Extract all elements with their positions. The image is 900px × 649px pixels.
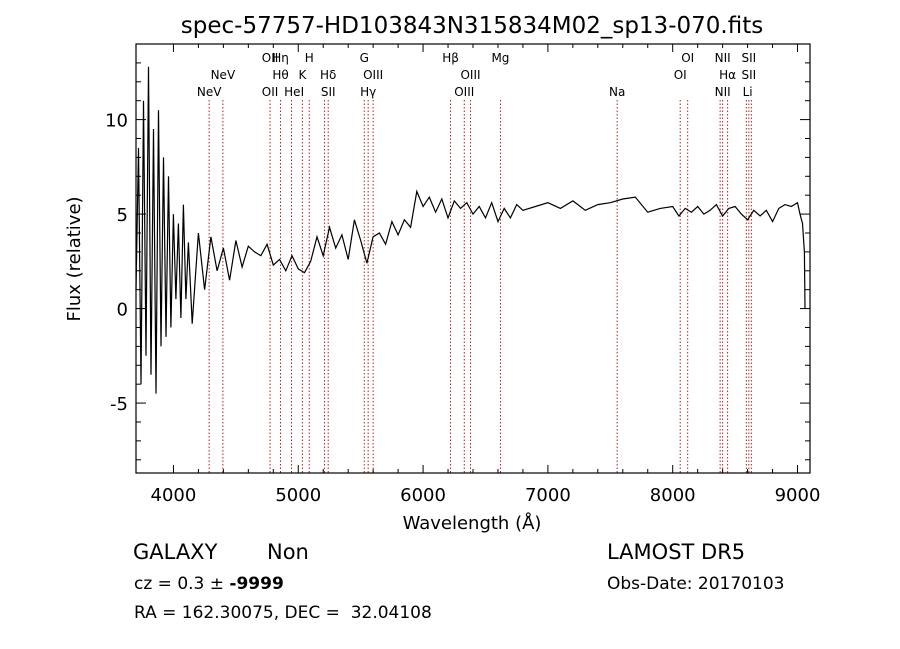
y-tick-label: 5 [117,205,128,226]
marker-label: OIII [363,68,383,82]
survey-label: LAMOST DR5 [607,540,746,564]
marker-label: G [360,51,369,65]
y-tick-label: 0 [117,300,128,321]
marker-label: SII [741,51,756,65]
x-axis-label: Wavelength (Å) [403,512,542,534]
coordinates: RA = 162.30075, DEC = 32.04108 [134,603,432,623]
object-class: GALAXY [133,540,218,564]
marker-label: Hδ [320,68,336,82]
marker-label: Mg [491,51,509,65]
marker-label: OI [681,51,694,65]
plot-frame [135,43,811,474]
marker-label: SII [741,68,756,82]
y-axis-ticks: -5 0 5 10 [105,62,810,461]
observation-date: Obs-Date: 20170103 [607,574,785,594]
marker-label: NII [715,51,731,65]
object-subclass: Non [267,540,309,564]
marker-label: NeV [211,68,236,82]
x-axis-ticks: 4000 5000 6000 7000 8000 9000 [151,44,821,506]
marker-label: OII [262,85,279,99]
redshift-value: cz = 0.3 ± [134,574,230,594]
y-axis-label: Flux (relative) [64,196,85,321]
x-tick-label: 9000 [775,485,821,506]
marker-label: Li [743,85,753,99]
x-tick-label: 4000 [151,485,197,506]
marker-label: SII [321,85,336,99]
marker-label: Hη [272,51,289,65]
marker-label: K [298,68,307,82]
marker-label: HeI [284,85,304,99]
redshift-line: cz = 0.3 ± -9999 [134,574,284,594]
emission-line-markers [208,100,752,473]
marker-label: OI [674,68,687,82]
y-tick-label: -5 [110,394,128,415]
x-tick-label: 7000 [525,485,571,506]
emission-line-labels: NeVNeVOIIOIIHηHθHeIKHHδSIIGOIIIHγHβOIIIO… [197,51,756,99]
marker-label: OII [262,51,279,65]
marker-label: H [305,51,314,65]
y-tick-label: 10 [105,111,128,132]
redshift-error: -9999 [229,574,284,594]
x-tick-label: 5000 [275,485,321,506]
marker-label: NII [715,85,731,99]
marker-label: Hθ [272,68,288,82]
x-tick-label: 8000 [650,485,696,506]
x-tick-label: 6000 [400,485,446,506]
marker-label: Na [609,85,625,99]
marker-label: Hβ [442,51,459,65]
marker-label: Hα [719,68,736,82]
marker-label: NeV [197,85,222,99]
spectrum-line [135,66,806,394]
marker-label: OIII [460,68,480,82]
marker-label: OIII [454,85,474,99]
chart-title: spec-57757-HD103843N315834M02_sp13-070.f… [181,13,763,39]
marker-label: Hγ [360,85,376,99]
